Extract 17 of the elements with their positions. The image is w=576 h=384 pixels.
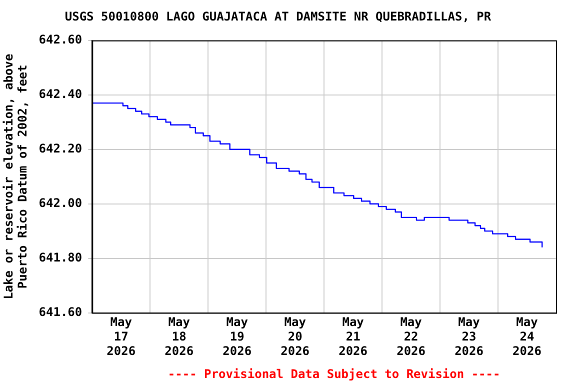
y-tick-label: 642.00 — [38, 196, 82, 210]
y-tick-label: 642.20 — [38, 141, 82, 156]
text: ---- Provisional Data Subject to Revision ---- — [168, 367, 500, 382]
y-tick-label: 642.40 — [38, 87, 82, 102]
x-tick-label: May 19 2026 — [222, 315, 252, 358]
x-tick-label: May 17 2026 — [106, 315, 136, 358]
x-tick-label: May 20 2026 — [280, 315, 310, 358]
y-tick-label: 641.80 — [38, 250, 82, 264]
x-tick-label: May 23 2026 — [454, 315, 484, 358]
x-tick-label: May 22 2026 — [396, 315, 426, 358]
y-axis-title: Lake or reservoir elevation, above Puerto Rico Datum of 2002, feet — [1, 54, 30, 300]
y-tick-label: 642.60 — [38, 32, 82, 47]
y-tick-label: 641.60 — [38, 304, 82, 319]
x-tick-label: May 21 2026 — [338, 315, 368, 358]
x-tick-label: May 24 2026 — [512, 315, 542, 358]
chart-title: USGS 50010800 LAGO GUAJATACA AT DAMSITE NR QUEBRADILLAS, PR — [64, 9, 492, 24]
x-tick-label: May 18 2026 — [164, 315, 194, 358]
